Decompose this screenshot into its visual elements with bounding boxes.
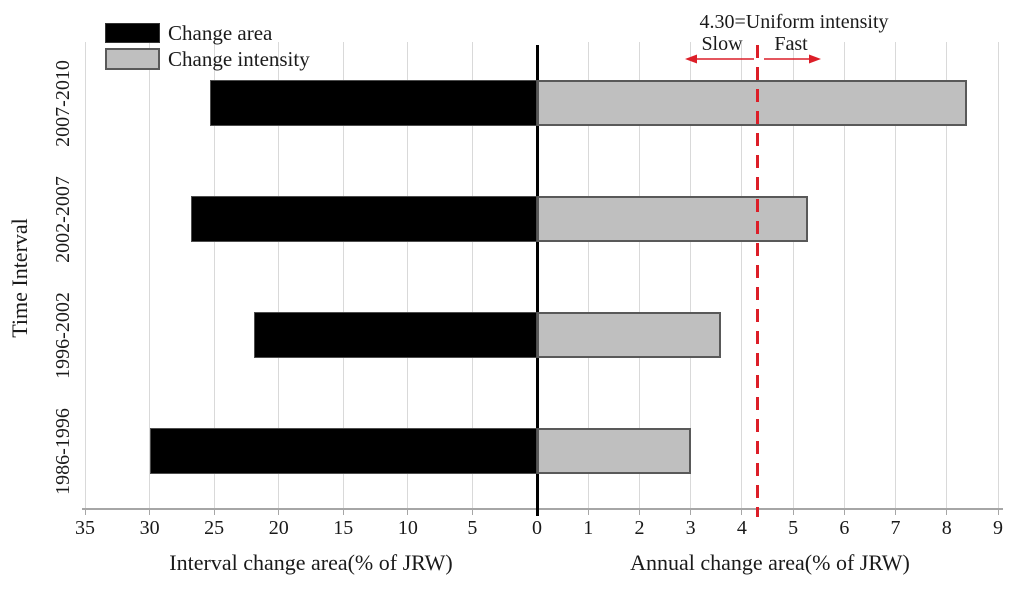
fast-label: Fast bbox=[774, 33, 808, 55]
category-label-text: 1986-1996 bbox=[51, 407, 74, 495]
x-tick-label: 25 bbox=[204, 517, 225, 539]
gridline bbox=[843, 42, 845, 509]
y-axis-title: Time Interval bbox=[7, 217, 32, 338]
gridline bbox=[471, 42, 473, 509]
gridline bbox=[638, 42, 640, 509]
tick-mark bbox=[741, 509, 743, 515]
gridline bbox=[587, 42, 589, 509]
gridline bbox=[895, 42, 897, 509]
legend-label-change-area: Change area bbox=[168, 21, 273, 45]
gridline bbox=[84, 42, 86, 509]
slow-label: Slow bbox=[701, 33, 743, 55]
tick-mark bbox=[342, 509, 344, 515]
gridline bbox=[997, 42, 999, 509]
x-tick-label: 9 bbox=[993, 517, 1003, 539]
x-tick-label: 7 bbox=[890, 517, 901, 539]
tick-mark bbox=[471, 509, 473, 515]
bar-change-area bbox=[190, 196, 537, 242]
bar-change-intensity bbox=[537, 80, 968, 126]
left-axis-title: Interval change area(% of JRW) bbox=[169, 550, 453, 575]
tick-mark bbox=[638, 509, 640, 515]
slow-arrow-icon bbox=[685, 54, 754, 64]
tick-mark bbox=[895, 509, 897, 515]
x-tick-label: 4 bbox=[736, 517, 747, 539]
tick-mark bbox=[792, 509, 794, 515]
category-label: 2002-2007 bbox=[44, 161, 82, 277]
x-tick-label: 15 bbox=[333, 517, 354, 539]
bar-change-intensity bbox=[537, 312, 722, 358]
x-axis-line bbox=[82, 508, 1003, 510]
category-label: 2007-2010 bbox=[44, 45, 82, 161]
tick-mark bbox=[278, 509, 280, 515]
bar-change-area bbox=[254, 312, 537, 358]
x-tick-label: 6 bbox=[839, 517, 850, 539]
x-tick-label: 8 bbox=[941, 517, 952, 539]
bar-change-area bbox=[210, 80, 537, 126]
tick-mark bbox=[407, 509, 409, 515]
tick-mark bbox=[84, 509, 86, 515]
uniform-intensity-annotation: 4.30=Uniform intensity bbox=[699, 11, 889, 33]
gridline bbox=[407, 42, 409, 509]
gridline bbox=[792, 42, 794, 509]
gridline bbox=[278, 42, 280, 509]
category-label-text: 2007-2010 bbox=[51, 59, 74, 147]
x-tick-label: 1 bbox=[583, 517, 594, 539]
tick-mark bbox=[587, 509, 589, 515]
x-tick-label: 5 bbox=[467, 517, 478, 539]
legend-swatch-change-intensity bbox=[105, 48, 160, 70]
tick-mark bbox=[213, 509, 215, 515]
tick-mark bbox=[997, 509, 999, 515]
bar-change-area bbox=[149, 428, 537, 474]
legend-label-change-intensity: Change intensity bbox=[168, 47, 310, 71]
gridline bbox=[741, 42, 743, 509]
category-label-text: 1996-2002 bbox=[51, 291, 74, 379]
tick-mark bbox=[843, 509, 845, 515]
category-label: 1986-1996 bbox=[44, 393, 82, 509]
x-tick-label: 30 bbox=[139, 517, 160, 539]
bar-change-intensity bbox=[537, 428, 691, 474]
x-tick-label: 35 bbox=[75, 517, 95, 539]
gridline bbox=[342, 42, 344, 509]
zero-axis-line bbox=[535, 45, 539, 516]
x-tick-label: 3 bbox=[685, 517, 696, 539]
tick-mark bbox=[690, 509, 692, 515]
gridline bbox=[946, 42, 948, 509]
x-tick-label: 5 bbox=[788, 517, 799, 539]
tick-mark bbox=[946, 509, 948, 515]
x-tick-label: 10 bbox=[397, 517, 418, 539]
category-label-text: 2002-2007 bbox=[51, 175, 74, 263]
bar-change-intensity bbox=[537, 196, 809, 242]
tick-mark bbox=[149, 509, 151, 515]
x-tick-label: 20 bbox=[268, 517, 289, 539]
x-tick-label: 0 bbox=[532, 517, 542, 539]
category-label: 1996-2002 bbox=[44, 277, 82, 393]
gridline bbox=[690, 42, 692, 509]
x-tick-label: 2 bbox=[634, 517, 645, 539]
legend-swatch-change-area bbox=[105, 23, 160, 43]
uniform-intensity-line bbox=[755, 45, 759, 517]
gridline bbox=[149, 42, 151, 509]
right-axis-title: Annual change area(% of JRW) bbox=[630, 550, 910, 575]
fast-arrow-icon bbox=[764, 54, 821, 64]
gridline bbox=[213, 42, 215, 509]
